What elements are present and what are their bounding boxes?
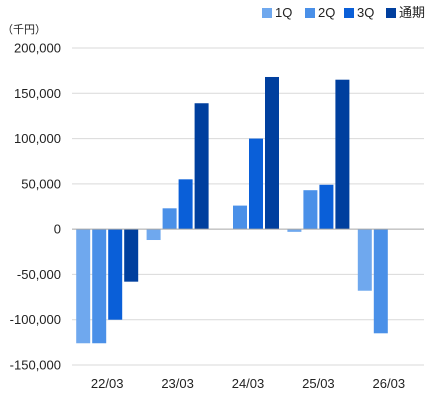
bar xyxy=(162,208,177,230)
legend-swatch xyxy=(305,8,315,18)
bar xyxy=(287,229,302,232)
x-category-label: 24/03 xyxy=(232,376,265,391)
y-tick-label: -150,000 xyxy=(10,358,61,373)
legend-swatch xyxy=(262,8,272,18)
bar xyxy=(303,190,318,230)
x-axis-category-labels: 22/03 23/03 24/03 25/03 26/03 xyxy=(91,376,405,391)
x-category-label: 25/03 xyxy=(302,376,335,391)
bar xyxy=(146,229,161,241)
legend-swatch xyxy=(386,8,396,18)
bar xyxy=(124,229,139,282)
bar xyxy=(373,229,388,334)
y-tick-label: 100,000 xyxy=(14,131,61,146)
bar xyxy=(76,229,91,344)
legend-label: 通期 xyxy=(399,5,425,20)
legend-label: 1Q xyxy=(275,5,292,20)
y-tick-label: 50,000 xyxy=(21,176,61,191)
bar xyxy=(194,103,209,230)
unit-label: （千円） xyxy=(2,23,46,36)
bar xyxy=(265,76,279,230)
bars xyxy=(76,76,388,344)
y-tick-label: 150,000 xyxy=(14,86,61,101)
bar xyxy=(335,79,350,230)
x-category-label: 22/03 xyxy=(91,376,124,391)
y-tick-label: -50,000 xyxy=(17,267,61,282)
bar xyxy=(108,229,123,320)
bar xyxy=(249,138,263,230)
bar xyxy=(92,229,107,344)
bar xyxy=(319,184,334,230)
legend-label: 2Q xyxy=(318,5,335,20)
y-tick-label: 0 xyxy=(54,222,61,237)
y-tick-label: 200,000 xyxy=(14,41,61,56)
bar xyxy=(357,229,372,291)
gridlines xyxy=(72,47,424,366)
y-tick-label: -100,000 xyxy=(10,312,61,327)
legend: 1Q 2Q 3Q 通期 xyxy=(262,5,425,20)
x-category-label: 23/03 xyxy=(161,376,194,391)
legend-label: 3Q xyxy=(357,5,374,20)
x-category-label: 26/03 xyxy=(373,376,406,391)
bar xyxy=(178,179,193,230)
legend-swatch xyxy=(344,8,354,18)
y-axis-tick-labels: -150,000 -100,000 -50,000 0 50,000 100,000 150… xyxy=(10,41,61,373)
bar xyxy=(233,205,247,230)
